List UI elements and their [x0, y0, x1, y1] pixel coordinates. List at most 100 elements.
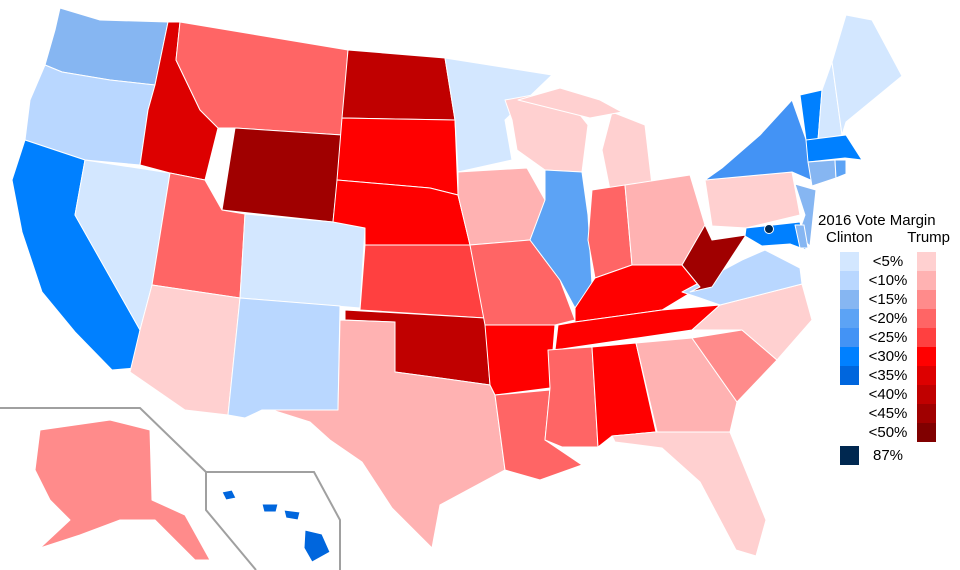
state-shape[interactable] — [239, 213, 366, 309]
state-shape[interactable] — [484, 324, 556, 396]
state-shape[interactable] — [129, 284, 241, 416]
legend-row: <20% — [818, 309, 958, 328]
legend-row: <50% — [818, 423, 958, 442]
legend-label: <40% — [868, 386, 908, 403]
legend-swatch-trump — [917, 271, 936, 290]
state-shape[interactable] — [271, 319, 506, 549]
legend-row: <30% — [818, 347, 958, 366]
legend-swatch-clinton — [840, 328, 859, 347]
legend-swatch-trump — [917, 309, 936, 328]
legend-swatch-clinton — [840, 290, 859, 309]
legend-label: <25% — [868, 329, 908, 346]
legend-label: <15% — [868, 291, 908, 308]
legend: 2016 Vote Margin Clinton Trump <5% <10% <1… — [818, 212, 958, 465]
legend-swatch-trump — [917, 328, 936, 347]
legend-swatch-clinton — [840, 347, 859, 366]
states-layer — [11, 7, 903, 563]
state-shape[interactable] — [794, 224, 809, 249]
legend-clinton-label: Clinton — [826, 229, 873, 246]
state-CO[interactable] — [239, 213, 366, 309]
state-shape[interactable] — [704, 99, 816, 183]
legend-label: <5% — [872, 253, 904, 270]
legend-row: <45% — [818, 404, 958, 423]
state-AK[interactable] — [34, 419, 211, 561]
state-shape[interactable] — [681, 249, 803, 306]
state-WV[interactable] — [681, 224, 747, 293]
state-shape[interactable] — [834, 159, 847, 179]
legend-label: <45% — [868, 405, 908, 422]
state-shape[interactable] — [283, 509, 301, 521]
legend-swatch-trump — [917, 404, 936, 423]
legend-swatch-clinton — [840, 423, 859, 442]
legend-swatch-trump — [917, 366, 936, 385]
state-NM[interactable] — [227, 297, 341, 419]
state-ME[interactable] — [831, 14, 903, 136]
state-MA[interactable] — [805, 134, 863, 163]
state-shape[interactable] — [744, 221, 807, 251]
state-shape[interactable] — [303, 529, 331, 563]
state-shape[interactable] — [227, 297, 341, 419]
state-shape[interactable] — [805, 134, 863, 163]
state-NY[interactable] — [704, 99, 816, 183]
legend-row: <40% — [818, 385, 958, 404]
legend-rows: <5% <10% <15% <20% <25% <30% <35% <40% <45% <50% 8… — [818, 252, 958, 465]
state-TX[interactable] — [271, 319, 506, 549]
state-shape[interactable] — [704, 171, 801, 229]
legend-label: <20% — [868, 310, 908, 327]
state-DE[interactable] — [794, 224, 809, 249]
state-shape[interactable] — [221, 127, 343, 223]
state-PA[interactable] — [704, 171, 801, 229]
state-IN[interactable] — [587, 184, 633, 279]
state-shape[interactable] — [681, 224, 747, 293]
state-MN[interactable] — [444, 57, 553, 173]
state-shape[interactable] — [544, 346, 599, 448]
legend-swatch-trump — [917, 423, 936, 442]
legend-row: <25% — [818, 328, 958, 347]
state-HI[interactable] — [221, 489, 331, 563]
state-shape[interactable] — [601, 111, 653, 191]
legend-swatch-trump — [917, 385, 936, 404]
state-shape[interactable] — [261, 503, 279, 513]
state-ND[interactable] — [341, 49, 456, 121]
state-shape[interactable] — [221, 489, 237, 501]
state-CT[interactable] — [807, 159, 837, 187]
legend-swatch-clinton — [840, 271, 859, 290]
legend-row: <15% — [818, 290, 958, 309]
legend-swatch-dc — [840, 446, 859, 465]
state-shape[interactable] — [611, 431, 767, 557]
state-MD[interactable] — [744, 221, 807, 251]
state-shape[interactable] — [587, 184, 633, 279]
state-MI[interactable] — [517, 87, 653, 191]
state-shape[interactable] — [831, 14, 903, 136]
state-MS[interactable] — [544, 346, 599, 448]
state-shape[interactable] — [807, 159, 837, 187]
state-shape[interactable] — [635, 337, 738, 437]
legend-row: <5% — [818, 252, 958, 271]
state-DC[interactable] — [764, 224, 774, 234]
state-shape[interactable] — [34, 419, 211, 561]
state-AR[interactable] — [484, 324, 556, 396]
legend-swatch-clinton — [840, 366, 859, 385]
legend-swatch-clinton — [840, 385, 859, 404]
legend-row: <35% — [818, 366, 958, 385]
state-RI[interactable] — [834, 159, 847, 179]
legend-swatch-clinton — [840, 309, 859, 328]
state-shape[interactable] — [444, 57, 553, 173]
state-AZ[interactable] — [129, 284, 241, 416]
state-FL[interactable] — [611, 431, 767, 557]
state-WY[interactable] — [221, 127, 343, 223]
legend-swatch-trump — [917, 290, 936, 309]
state-GA[interactable] — [635, 337, 738, 437]
legend-trump-label: Trump — [907, 229, 950, 246]
state-shape[interactable] — [341, 49, 456, 121]
legend-row-dc: 87% — [818, 446, 958, 465]
legend-label: <10% — [868, 272, 908, 289]
inset-border-line — [205, 472, 257, 570]
legend-label: <50% — [868, 424, 908, 441]
legend-swatch-clinton — [840, 252, 859, 271]
state-shape[interactable] — [517, 87, 623, 119]
state-KS[interactable] — [359, 244, 486, 319]
state-VA[interactable] — [681, 249, 803, 306]
state-shape[interactable] — [359, 244, 486, 319]
